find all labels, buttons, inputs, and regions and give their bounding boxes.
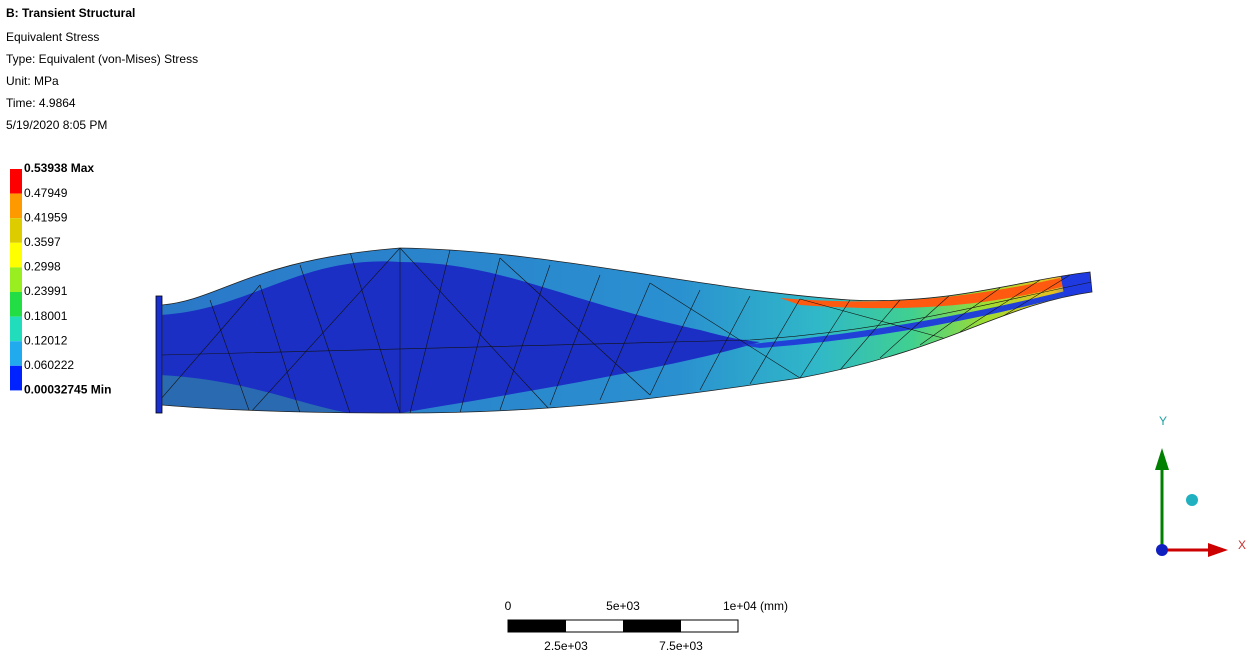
header-type: Type: Equivalent (von-Mises) Stress <box>6 52 198 66</box>
legend-band <box>10 341 22 366</box>
legend-band <box>10 194 22 219</box>
legend-band <box>10 267 22 292</box>
legend-label: 0.23991 <box>24 284 68 298</box>
legend-label: 0.2998 <box>24 260 61 274</box>
axis-label: X <box>1238 538 1246 552</box>
scale-label: 5e+03 <box>606 599 640 613</box>
legend-band <box>10 366 22 391</box>
legend-label: 0.12012 <box>24 333 68 347</box>
legend-band <box>10 169 22 194</box>
header-unit: Unit: MPa <box>6 74 59 88</box>
blade-model <box>156 240 1100 420</box>
scale-bar: 0 5e+03 1e+04 (mm) 2.5e+03 7.5e+03 <box>505 599 788 653</box>
legend-label: 0.41959 <box>24 210 68 224</box>
triad: Y X <box>1155 414 1246 557</box>
scale-label: 0 <box>505 599 512 613</box>
legend-label: 0.060222 <box>24 358 74 372</box>
legend-label: 0.3597 <box>24 235 61 249</box>
legend: 0.53938 Max 0.47949 0.41959 0.3597 0.2998 0.2… <box>10 161 111 396</box>
legend-band <box>10 292 22 317</box>
legend-band <box>10 243 22 268</box>
header-result: Equivalent Stress <box>6 30 99 44</box>
legend-label: 0.00032745 Min <box>24 383 111 397</box>
scale-label: 2.5e+03 <box>544 639 588 653</box>
page: B: Transient Structural Equivalent Stres… <box>0 0 1250 659</box>
header-time: Time: 4.9864 <box>6 96 76 110</box>
axis-label: Y <box>1159 414 1167 428</box>
legend-label: 0.18001 <box>24 309 68 323</box>
header-date: 5/19/2020 8:05 PM <box>6 118 107 132</box>
legend-band <box>10 218 22 243</box>
viewport: B: Transient Structural Equivalent Stres… <box>0 0 1250 659</box>
legend-label: 0.47949 <box>24 186 68 200</box>
header-title: B: Transient Structural <box>6 6 135 20</box>
legend-band <box>10 317 22 342</box>
legend-label: 0.53938 Max <box>24 161 94 175</box>
scale-label: 7.5e+03 <box>659 639 703 653</box>
scale-label: 1e+04 (mm) <box>723 599 788 613</box>
